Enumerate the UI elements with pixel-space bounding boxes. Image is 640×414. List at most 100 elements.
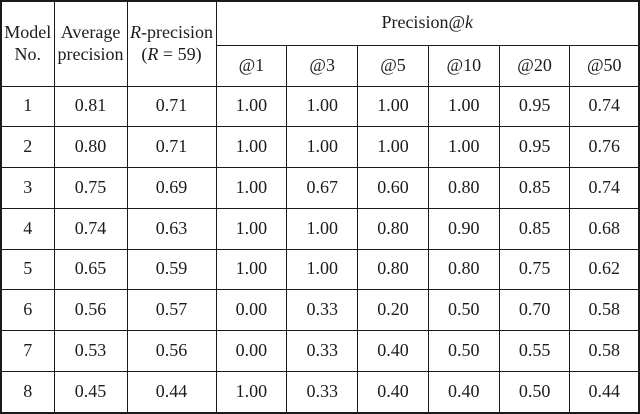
precision-at-3-cell: 1.00 bbox=[286, 126, 359, 168]
precision-at-k-text: Precision@ bbox=[381, 12, 466, 33]
model-no-cell: 8 bbox=[0, 370, 55, 414]
precision-at-1-cell: 1.00 bbox=[215, 126, 288, 168]
precision-at-10-cell: 1.00 bbox=[427, 85, 500, 128]
precision-at-50-cell: 0.58 bbox=[569, 330, 640, 372]
r-precision-text: -precision bbox=[141, 21, 213, 42]
header-row-top: Model No. Average precision R-precision … bbox=[0, 0, 640, 87]
table-header: Model No. Average precision R-precision … bbox=[0, 0, 640, 87]
table-row: 3 0.75 0.69 1.00 0.67 0.60 0.80 0.85 0.74 bbox=[0, 167, 640, 209]
precision-at-20-cell: 0.75 bbox=[498, 248, 571, 291]
table-row: 2 0.80 0.71 1.00 1.00 1.00 1.00 0.95 0.76 bbox=[0, 126, 640, 168]
header-average-precision: Average precision bbox=[53, 0, 128, 87]
precision-at-10-cell: 0.90 bbox=[427, 207, 500, 250]
table-row: 4 0.74 0.63 1.00 1.00 0.80 0.90 0.85 0.68 bbox=[0, 207, 640, 250]
precision-at-3-cell: 1.00 bbox=[286, 85, 359, 128]
precision-at-1-cell: 1.00 bbox=[215, 370, 288, 414]
precision-at-10-cell: 0.50 bbox=[427, 289, 500, 331]
precision-at-20-cell: 0.95 bbox=[498, 126, 571, 168]
precision-at-3-cell: 0.33 bbox=[286, 370, 359, 414]
table-row: 7 0.53 0.56 0.00 0.33 0.40 0.50 0.55 0.58 bbox=[0, 330, 640, 372]
header-at-3: @3 bbox=[286, 44, 359, 87]
header-model-line1: Model bbox=[4, 21, 52, 42]
precision-at-3-cell: 1.00 bbox=[286, 207, 359, 250]
r-sub-variable: R bbox=[147, 43, 159, 64]
table-row: 6 0.56 0.57 0.00 0.33 0.20 0.50 0.70 0.58 bbox=[0, 289, 640, 331]
header-precision-at-k: Precision@k bbox=[215, 0, 640, 46]
precision-at-1-cell: 0.00 bbox=[215, 289, 288, 331]
precision-at-5-cell: 0.60 bbox=[357, 167, 429, 209]
average-precision-cell: 0.45 bbox=[53, 370, 128, 414]
r-precision-cell: 0.56 bbox=[126, 330, 217, 372]
average-precision-cell: 0.56 bbox=[53, 289, 128, 331]
table-row: 8 0.45 0.44 1.00 0.33 0.40 0.40 0.50 0.44 bbox=[0, 370, 640, 414]
precision-at-50-cell: 0.68 bbox=[569, 207, 640, 250]
model-no-cell: 1 bbox=[0, 85, 55, 128]
r-paren-open: ( bbox=[141, 43, 148, 64]
precision-at-5-cell: 0.40 bbox=[357, 370, 429, 414]
precision-at-20-cell: 0.85 bbox=[498, 207, 571, 250]
precision-at-20-cell: 0.55 bbox=[498, 330, 571, 372]
header-model-no: Model No. bbox=[0, 0, 55, 87]
precision-at-10-cell: 0.40 bbox=[427, 370, 500, 414]
model-no-cell: 7 bbox=[0, 330, 55, 372]
r-precision-cell: 0.71 bbox=[126, 85, 217, 128]
precision-at-5-cell: 1.00 bbox=[357, 126, 429, 168]
precision-at-50-cell: 0.44 bbox=[569, 370, 640, 414]
header-avg-line1: Average bbox=[60, 21, 121, 42]
r-sub-value: = 59) bbox=[158, 43, 202, 64]
precision-at-3-cell: 0.33 bbox=[286, 289, 359, 331]
table-row: 1 0.81 0.71 1.00 1.00 1.00 1.00 0.95 0.74 bbox=[0, 85, 640, 128]
average-precision-cell: 0.80 bbox=[53, 126, 128, 168]
model-no-cell: 3 bbox=[0, 167, 55, 209]
average-precision-cell: 0.53 bbox=[53, 330, 128, 372]
r-variable: R bbox=[130, 21, 141, 42]
header-avg-line2: precision bbox=[57, 43, 124, 64]
precision-at-10-cell: 0.80 bbox=[427, 248, 500, 291]
model-no-cell: 2 bbox=[0, 126, 55, 168]
r-precision-cell: 0.57 bbox=[126, 289, 217, 331]
precision-at-5-cell: 0.20 bbox=[357, 289, 429, 331]
model-no-cell: 5 bbox=[0, 248, 55, 291]
precision-at-50-cell: 0.58 bbox=[569, 289, 640, 331]
precision-at-50-cell: 0.76 bbox=[569, 126, 640, 168]
precision-at-20-cell: 0.50 bbox=[498, 370, 571, 414]
header-at-1: @1 bbox=[215, 44, 288, 87]
precision-at-20-cell: 0.70 bbox=[498, 289, 571, 331]
r-precision-cell: 0.44 bbox=[126, 370, 217, 414]
k-variable: k bbox=[465, 12, 474, 33]
precision-at-1-cell: 1.00 bbox=[215, 167, 288, 209]
r-precision-cell: 0.59 bbox=[126, 248, 217, 291]
precision-at-1-cell: 0.00 bbox=[215, 330, 288, 372]
header-at-20: @20 bbox=[498, 44, 571, 87]
precision-at-5-cell: 0.80 bbox=[357, 248, 429, 291]
precision-at-3-cell: 1.00 bbox=[286, 248, 359, 291]
precision-at-1-cell: 1.00 bbox=[215, 207, 288, 250]
header-model-line2: No. bbox=[14, 43, 42, 64]
precision-at-3-cell: 0.33 bbox=[286, 330, 359, 372]
r-precision-cell: 0.69 bbox=[126, 167, 217, 209]
precision-at-10-cell: 0.50 bbox=[427, 330, 500, 372]
precision-at-10-cell: 1.00 bbox=[427, 126, 500, 168]
precision-at-5-cell: 1.00 bbox=[357, 85, 429, 128]
table-body: 1 0.81 0.71 1.00 1.00 1.00 1.00 0.95 0.74 2 0.80 0.… bbox=[0, 85, 640, 414]
header-row-k-values: @1 @3 @5 @10 @20 @50 bbox=[1, 44, 640, 87]
precision-at-10-cell: 0.80 bbox=[427, 167, 500, 209]
average-precision-cell: 0.74 bbox=[53, 207, 128, 250]
precision-at-50-cell: 0.74 bbox=[569, 167, 640, 209]
average-precision-cell: 0.65 bbox=[53, 248, 128, 291]
average-precision-cell: 0.75 bbox=[53, 167, 128, 209]
r-precision-cell: 0.63 bbox=[126, 207, 217, 250]
header-at-5: @5 bbox=[357, 44, 429, 87]
precision-at-5-cell: 0.40 bbox=[357, 330, 429, 372]
precision-at-1-cell: 1.00 bbox=[215, 85, 288, 128]
table-row: 5 0.65 0.59 1.00 1.00 0.80 0.80 0.75 0.62 bbox=[0, 248, 640, 291]
model-no-cell: 4 bbox=[0, 207, 55, 250]
precision-at-20-cell: 0.85 bbox=[498, 167, 571, 209]
precision-at-1-cell: 1.00 bbox=[215, 248, 288, 291]
precision-at-5-cell: 0.80 bbox=[357, 207, 429, 250]
precision-at-50-cell: 0.62 bbox=[569, 248, 640, 291]
model-no-cell: 6 bbox=[0, 289, 55, 331]
precision-at-20-cell: 0.95 bbox=[498, 85, 571, 128]
header-at-10: @10 bbox=[427, 44, 500, 87]
